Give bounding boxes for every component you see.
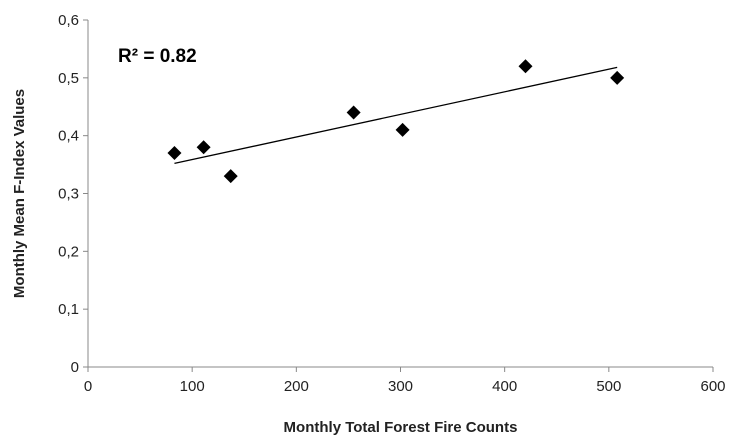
data-point xyxy=(395,122,410,137)
data-point xyxy=(167,146,182,161)
data-point xyxy=(346,105,361,120)
plot-area: 0 100 200 300 400 500 600 0 0,1 0,2 0,3 0,4 0,5 0,6 xyxy=(58,12,725,395)
r-squared-annotation: R² = 0.82 xyxy=(118,46,197,67)
y-tick-label: 0,3 xyxy=(58,186,79,203)
y-tick-label: 0,1 xyxy=(58,301,79,318)
y-axis-title: Monthly Mean F-Index Values xyxy=(11,89,28,298)
x-tick-label: 500 xyxy=(596,378,621,395)
x-tick-label: 300 xyxy=(388,378,413,395)
y-ticks: 0 0,1 0,2 0,3 0,4 0,5 0,6 xyxy=(58,12,88,376)
y-tick-label: 0 xyxy=(71,359,79,376)
data-points xyxy=(167,59,625,184)
x-tick-label: 100 xyxy=(180,378,205,395)
data-point xyxy=(223,169,238,184)
x-tick-label: 600 xyxy=(700,378,725,395)
x-tick-label: 200 xyxy=(284,378,309,395)
y-tick-label: 0,4 xyxy=(58,128,79,145)
data-point xyxy=(610,70,625,85)
x-ticks: 0 100 200 300 400 500 600 xyxy=(84,367,726,395)
y-tick-label: 0,2 xyxy=(58,243,79,260)
x-tick-label: 0 xyxy=(84,378,92,395)
trendline xyxy=(174,66,618,165)
data-point xyxy=(196,140,211,155)
x-axis-title: Monthly Total Forest Fire Counts xyxy=(284,419,518,436)
data-point xyxy=(518,59,533,74)
x-tick-label: 400 xyxy=(492,378,517,395)
y-tick-label: 0,5 xyxy=(58,70,79,87)
y-tick-label: 0,6 xyxy=(58,12,79,29)
